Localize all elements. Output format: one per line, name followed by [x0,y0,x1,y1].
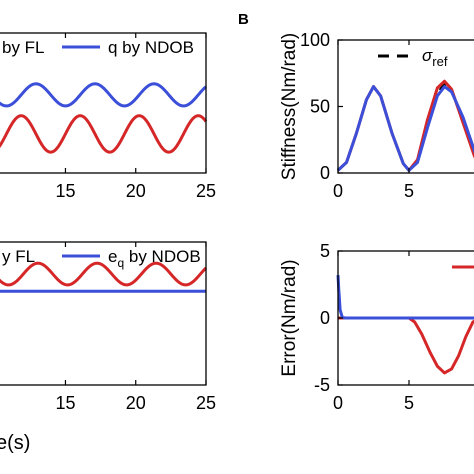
series-line-2-2 [336,85,474,172]
legend-subscript: q [117,256,124,270]
y-tick-label: -5 [314,375,330,395]
legend-label: eq by NDOB [108,247,201,270]
legend-subscript: ref [432,54,448,69]
axes-box [337,39,474,174]
x-tick-label: 25 [196,393,216,413]
legend-label: by FL [2,38,45,57]
series-line-3-1 [336,275,474,320]
x-tick-label: 0 [333,181,343,201]
series-line-0-1 [0,82,207,108]
y-tick-label: 100 [300,30,330,50]
legend-label: q by NDOB [108,38,194,57]
x-tick-label: 20 [126,393,146,413]
x-tick-label: 20 [126,181,146,201]
x-tick-label: 15 [55,393,75,413]
x-tick-label: 25 [196,181,216,201]
y-axis-label: Error(Nm/rad) [279,259,300,376]
x-tick-label: 15 [55,181,75,201]
chart-panels: 15 20 25 by FL q by NDOB 15 20 25 y FL eq by NDOB… [0,30,474,413]
y-tick-label: 5 [320,241,330,261]
series-line-3-0 [338,316,474,375]
legend-suffix: by NDOB [124,247,201,266]
panel-top-left: 15 20 25 by FL q by NDOB [0,32,216,201]
y-tick-label: 50 [310,97,330,117]
y-tick-label: 0 [320,163,330,183]
legend-label: y FL [2,247,35,266]
panel-b-label: B [238,11,249,28]
axes-box [0,32,207,174]
x-tick-label: 5 [404,181,414,201]
shared-xlabel-fragment: e(s) [0,432,30,454]
x-tick-label: 5 [404,393,414,413]
series-line-1-0 [0,261,208,287]
x-tick-label: 0 [333,393,343,413]
panel-bottom-left: 15 20 25 y FL eq by NDOB [0,241,216,413]
y-axis-label: Stiffness(Nm/rad) [279,33,300,180]
axes-box [0,241,207,386]
y-tick-label: 0 [320,308,330,328]
series-line-0-0 [0,114,208,154]
legend-label: σref [422,46,448,69]
